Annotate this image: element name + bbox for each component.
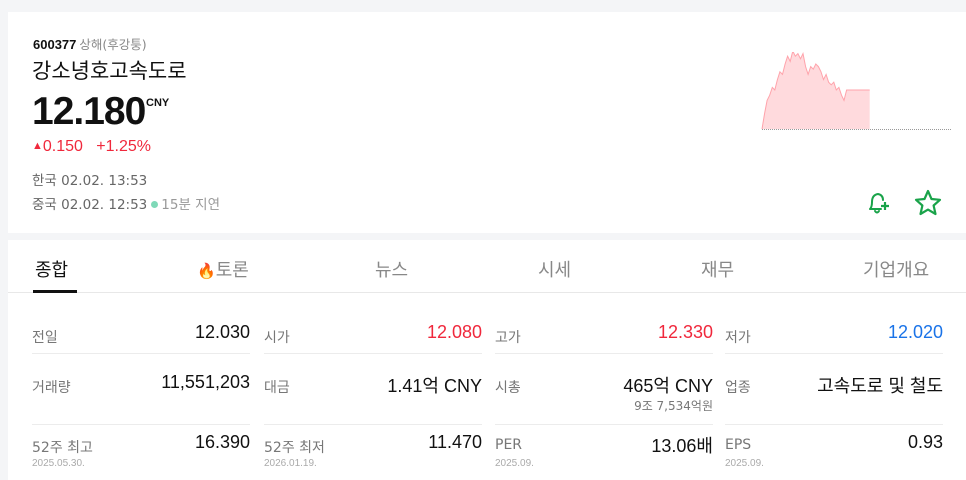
stat-value: 1.41억 CNY xyxy=(387,376,482,396)
stat-value: 12.330 xyxy=(657,322,713,342)
stat-1: 시가 12.080 xyxy=(264,316,482,366)
stat-value: 0.93 xyxy=(907,432,943,452)
stat-label: 시가 xyxy=(264,330,290,346)
stat-label: 전일 xyxy=(32,330,58,346)
current-price: 12.180 xyxy=(32,90,146,133)
row-divider xyxy=(32,353,250,354)
price-change: ▲0.150 +1.25% xyxy=(32,138,151,155)
row-divider xyxy=(725,353,943,354)
stock-name: 강소녕호고속도로 xyxy=(32,59,187,83)
stat-label: 시총 xyxy=(495,380,521,396)
stat-value: 11,551,203 xyxy=(161,372,250,392)
stat-value: 12.080 xyxy=(426,322,482,342)
stat-value: 12.020 xyxy=(887,322,943,342)
market-label: 상해(후강퉁) xyxy=(79,37,147,52)
tab-quotes[interactable]: 시세 xyxy=(538,260,572,281)
stat-2: 고가 12.330 xyxy=(495,316,713,366)
currency: CNY xyxy=(146,97,170,109)
stat-label: 고가 xyxy=(495,330,521,346)
stat-sub-value: 9조 7,534억원 xyxy=(634,399,713,413)
stat-5: 대금 1.41억 CNY xyxy=(264,366,482,416)
row-divider xyxy=(495,353,713,354)
fire-icon: 🔥 xyxy=(197,262,216,280)
stat-value: 11.470 xyxy=(428,432,482,452)
tab-bar: 종합 🔥토론 뉴스 시세 재무 기업개요 xyxy=(8,240,966,293)
active-tab-indicator xyxy=(33,290,77,293)
sparkline-area xyxy=(762,52,870,129)
row-divider xyxy=(495,424,713,425)
stat-10: PER 13.06배 2025.09. xyxy=(495,426,713,476)
stock-detail-card: 종합 🔥토론 뉴스 시세 재무 기업개요 전일 12.030 시가 12.080 고가 1… xyxy=(8,240,966,480)
stat-label: 52주 최고 xyxy=(32,440,93,456)
stat-label: 업종 xyxy=(725,380,751,396)
stock-code: 600377 상해(후강퉁) xyxy=(33,37,147,52)
tab-company-overview[interactable]: 기업개요 xyxy=(863,260,930,281)
row-divider xyxy=(264,424,482,425)
tab-financials[interactable]: 재무 xyxy=(701,260,735,281)
stat-value: 465억 CNY xyxy=(623,376,713,396)
star-icon[interactable] xyxy=(912,187,944,219)
stat-label: 52주 최저 xyxy=(264,440,325,456)
stat-value: 16.390 xyxy=(194,432,250,452)
stat-3: 저가 12.020 xyxy=(725,316,943,366)
tab-summary[interactable]: 종합 xyxy=(35,260,69,281)
status-dot-icon xyxy=(151,201,159,208)
stat-date: 2026.01.19. xyxy=(264,458,317,469)
triangle-up-icon: ▲ xyxy=(32,140,43,152)
stat-label: EPS xyxy=(725,437,752,453)
tab-discussion[interactable]: 🔥토론 xyxy=(197,260,249,281)
intraday-sparkline xyxy=(761,52,951,130)
stat-0: 전일 12.030 xyxy=(32,316,250,366)
stat-7: 업종 고속도로 및 철도 xyxy=(725,366,943,416)
tab-news[interactable]: 뉴스 xyxy=(375,260,409,281)
row-divider xyxy=(725,424,943,425)
korea-time: 한국 02.02. 13:53 xyxy=(32,173,148,189)
china-time: 중국 02.02. 12:53 15분 지연 xyxy=(32,197,221,213)
stock-summary-card: 600377 상해(후강퉁) 강소녕호고속도로 12.180 CNY ▲0.150… xyxy=(8,12,966,233)
stat-value: 고속도로 및 철도 xyxy=(817,376,943,396)
change-percent: +1.25% xyxy=(96,138,151,155)
delay-label: 15분 지연 xyxy=(161,197,221,213)
stat-label: PER xyxy=(495,437,523,453)
stat-9: 52주 최저 11.470 2026.01.19. xyxy=(264,426,482,476)
sparkline-line xyxy=(761,52,870,130)
stat-date: 2025.05.30. xyxy=(32,458,85,469)
stat-date: 2025.09. xyxy=(725,458,764,469)
row-divider xyxy=(264,353,482,354)
stat-11: EPS 0.93 2025.09. xyxy=(725,426,943,476)
stat-8: 52주 최고 16.390 2025.05.30. xyxy=(32,426,250,476)
bell-plus-icon[interactable] xyxy=(863,188,893,218)
stat-label: 대금 xyxy=(264,380,290,396)
stat-value: 12.030 xyxy=(194,322,250,342)
stat-date: 2025.09. xyxy=(495,458,534,469)
stat-label: 저가 xyxy=(725,330,751,346)
stat-6: 시총 465억 CNY 9조 7,534억원 xyxy=(495,366,713,416)
stat-label: 거래량 xyxy=(32,380,71,396)
stat-4: 거래량 11,551,203 xyxy=(32,366,250,416)
stat-value: 13.06배 xyxy=(651,436,713,456)
row-divider xyxy=(32,424,250,425)
